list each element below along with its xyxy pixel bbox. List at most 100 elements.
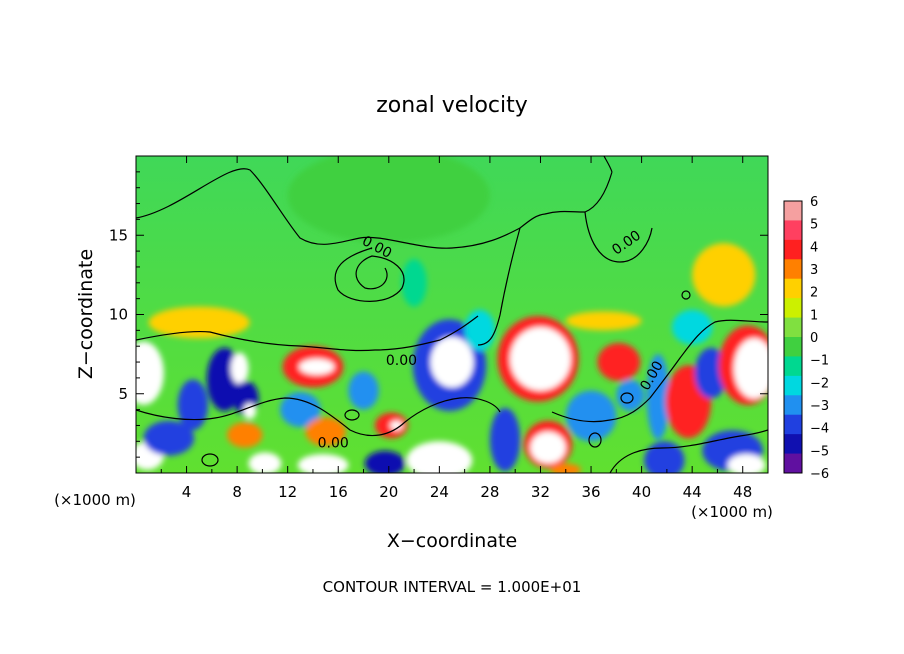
x-tick-label: 16 — [329, 483, 348, 501]
saturated-anomaly — [248, 452, 282, 473]
colorbar-tick-label: −1 — [810, 354, 829, 369]
saturated-anomaly — [530, 431, 566, 464]
negative-anomaly — [348, 371, 379, 410]
x-tick-label: 4 — [182, 483, 192, 501]
colorbar-tick-label: 6 — [810, 195, 818, 210]
y-axis-label: Z−coordinate — [75, 249, 97, 379]
colorbar-swatch — [784, 337, 802, 357]
positive-anomaly — [597, 343, 641, 382]
positive-anomaly — [305, 417, 346, 447]
negative-anomaly — [489, 408, 521, 472]
zero-contour-islet — [681, 290, 691, 300]
negative-anomaly — [616, 379, 645, 412]
x-tick-label: 36 — [581, 483, 600, 501]
colorbar-tick-label: −6 — [810, 467, 829, 482]
saturated-anomaly — [430, 336, 474, 388]
colorbar: 6 5 4 3 2 1 0 −1 −2 −3 −4 −5 −6 — [783, 195, 829, 482]
zero-contour-lower-left — [136, 397, 501, 437]
velocity-anomalies — [136, 156, 768, 473]
saturated-anomaly — [406, 441, 473, 473]
colorbar-swatch — [784, 317, 802, 338]
colorbar-swatch — [784, 278, 802, 299]
positive-anomaly — [148, 306, 250, 339]
contour-interval-note: CONTOUR INTERVAL = 1.000E+01 — [323, 578, 582, 596]
colorbar-swatch — [784, 298, 802, 319]
zero-contour-loop — [334, 247, 405, 302]
colorbar-tick-label: −2 — [810, 376, 829, 391]
zero-contour-cape-down — [477, 227, 521, 346]
zero-contour-right — [551, 319, 768, 423]
x-tick-label: 32 — [531, 483, 550, 501]
negative-anomaly — [143, 420, 195, 456]
colorbar-tick-label: −5 — [810, 444, 829, 459]
negative-anomaly — [177, 379, 209, 431]
zero-contour-islet — [201, 453, 219, 467]
x-tick-label: 24 — [430, 483, 449, 501]
zero-contour-islet — [620, 392, 634, 404]
colorbar-tick-label: 4 — [810, 240, 818, 255]
colorbar-swatch — [784, 453, 802, 474]
z-unit-note: (×1000 m) — [54, 491, 136, 509]
colorbar-tick-label: 3 — [810, 263, 818, 278]
x-tick-label: 44 — [683, 483, 702, 501]
x-tick-label: 12 — [278, 483, 297, 501]
positive-anomaly — [227, 422, 263, 448]
zero-contour-right-branch — [584, 211, 653, 263]
saturated-anomaly — [733, 338, 768, 399]
x-tick-label: 8 — [232, 483, 242, 501]
negative-anomaly — [401, 259, 427, 307]
negative-anomaly — [364, 450, 406, 473]
negative-anomaly — [287, 156, 490, 244]
colorbar-swatch — [784, 220, 802, 241]
negative-anomaly — [565, 390, 617, 442]
negative-anomaly — [646, 354, 670, 440]
zero-contour-bottom-right — [609, 429, 768, 473]
negative-anomaly — [671, 309, 713, 345]
contour-label: 0.00 — [386, 353, 417, 369]
velocity-field: 0.00 0.000.00 0.000.00 — [136, 156, 768, 473]
colorbar-swatch — [784, 201, 802, 221]
saturated-anomaly — [510, 327, 571, 391]
y-tick-label: 15 — [109, 226, 128, 244]
saturated-anomaly — [243, 403, 257, 420]
saturated-anomaly — [297, 453, 349, 473]
zero-contours — [136, 156, 768, 473]
saturated-anomaly — [299, 358, 335, 375]
x-tick-label: 20 — [379, 483, 398, 501]
x-tick-label: 28 — [480, 483, 499, 501]
y-axis: 5 10 15 — [109, 171, 768, 458]
colorbar-frame — [783, 200, 803, 474]
colorbar-swatch — [784, 259, 802, 280]
y-tick-label: 5 — [118, 385, 128, 403]
y-tick-label: 10 — [109, 306, 128, 324]
saturated-anomaly — [230, 352, 249, 385]
x-tick-label: 48 — [733, 483, 752, 501]
positive-anomaly — [565, 311, 642, 331]
positive-anomaly — [550, 463, 581, 473]
colorbar-tick-label: −4 — [810, 422, 829, 437]
saturated-anomaly — [390, 420, 403, 431]
colorbar-tick-label: 0 — [810, 331, 818, 346]
x-axis: 4 8 12 16 20 24 28 32 36 40 44 48 — [160, 156, 752, 501]
colorbar-swatch — [784, 375, 802, 396]
saturated-anomaly — [136, 341, 164, 405]
chart-title: zonal velocity — [376, 93, 528, 118]
zero-contour-upper — [136, 156, 613, 249]
zero-contour-islet — [588, 432, 602, 448]
colorbar-tick-label: 1 — [810, 308, 818, 323]
colorbar-swatch — [784, 395, 802, 416]
colorbar-tick-label: 5 — [810, 218, 818, 233]
colorbar-swatch — [784, 356, 802, 377]
colorbar-swatch — [784, 414, 802, 435]
colorbar-swatch — [784, 239, 802, 260]
contour-label: 0.00 — [318, 436, 349, 452]
negative-anomaly — [280, 392, 321, 428]
zero-contour-middle — [136, 315, 479, 352]
x-unit-note: (×1000 m) — [691, 503, 773, 521]
colorbar-tick-label: 2 — [810, 286, 818, 301]
saturated-anomaly — [727, 453, 766, 473]
colorbar-swatch — [784, 434, 802, 455]
x-tick-label: 40 — [632, 483, 651, 501]
positive-anomaly — [692, 243, 756, 307]
